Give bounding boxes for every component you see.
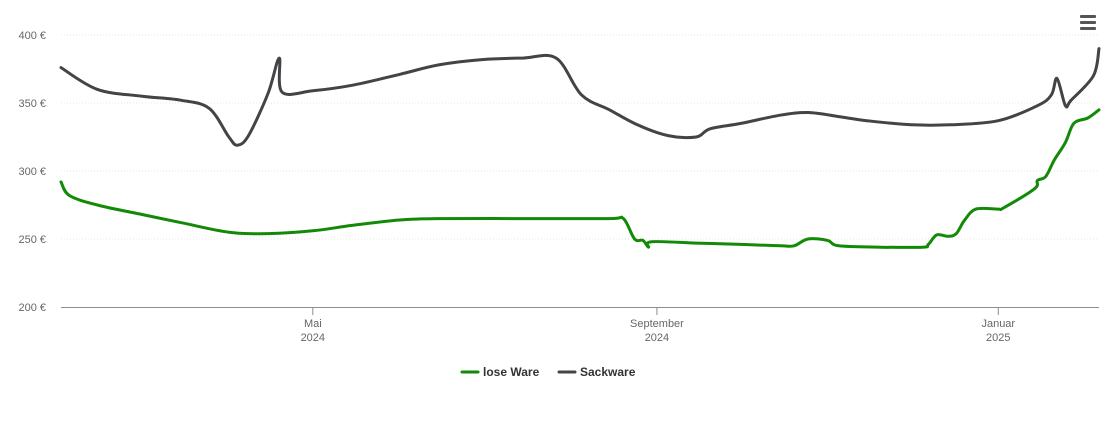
- legend-label: Sackware: [580, 365, 636, 379]
- y-tick-label: 400 €: [18, 30, 46, 42]
- series-line-sackware: [59, 47, 1101, 147]
- legend-item[interactable]: Sackware: [557, 365, 636, 379]
- hamburger-menu-icon[interactable]: [1076, 12, 1100, 34]
- legend-item[interactable]: lose Ware: [460, 365, 540, 379]
- x-tick-year-label: 2024: [645, 332, 669, 344]
- legend-label: lose Ware: [483, 365, 540, 379]
- y-tick-label: 200 €: [18, 302, 46, 314]
- series-lines: [59, 47, 1101, 249]
- x-axis-labels: Mai 2024 September 2024 Januar 2025: [301, 307, 1015, 344]
- y-tick-label: 300 €: [18, 166, 46, 178]
- y-tick-label: 250 €: [18, 234, 46, 246]
- series-line-lose-ware: [59, 108, 1101, 249]
- x-tick-label: Mai: [304, 318, 322, 330]
- legend[interactable]: lose Ware Sackware: [460, 365, 636, 379]
- y-axis-labels: 200 € 250 € 300 € 350 € 400 €: [18, 30, 46, 314]
- x-tick-label: September: [630, 318, 684, 330]
- x-tick-year-label: 2025: [986, 332, 1010, 344]
- x-tick-label: Januar: [981, 318, 1015, 330]
- grid-lines: [61, 34, 1099, 240]
- y-tick-label: 350 €: [18, 98, 46, 110]
- x-tick-year-label: 2024: [301, 332, 325, 344]
